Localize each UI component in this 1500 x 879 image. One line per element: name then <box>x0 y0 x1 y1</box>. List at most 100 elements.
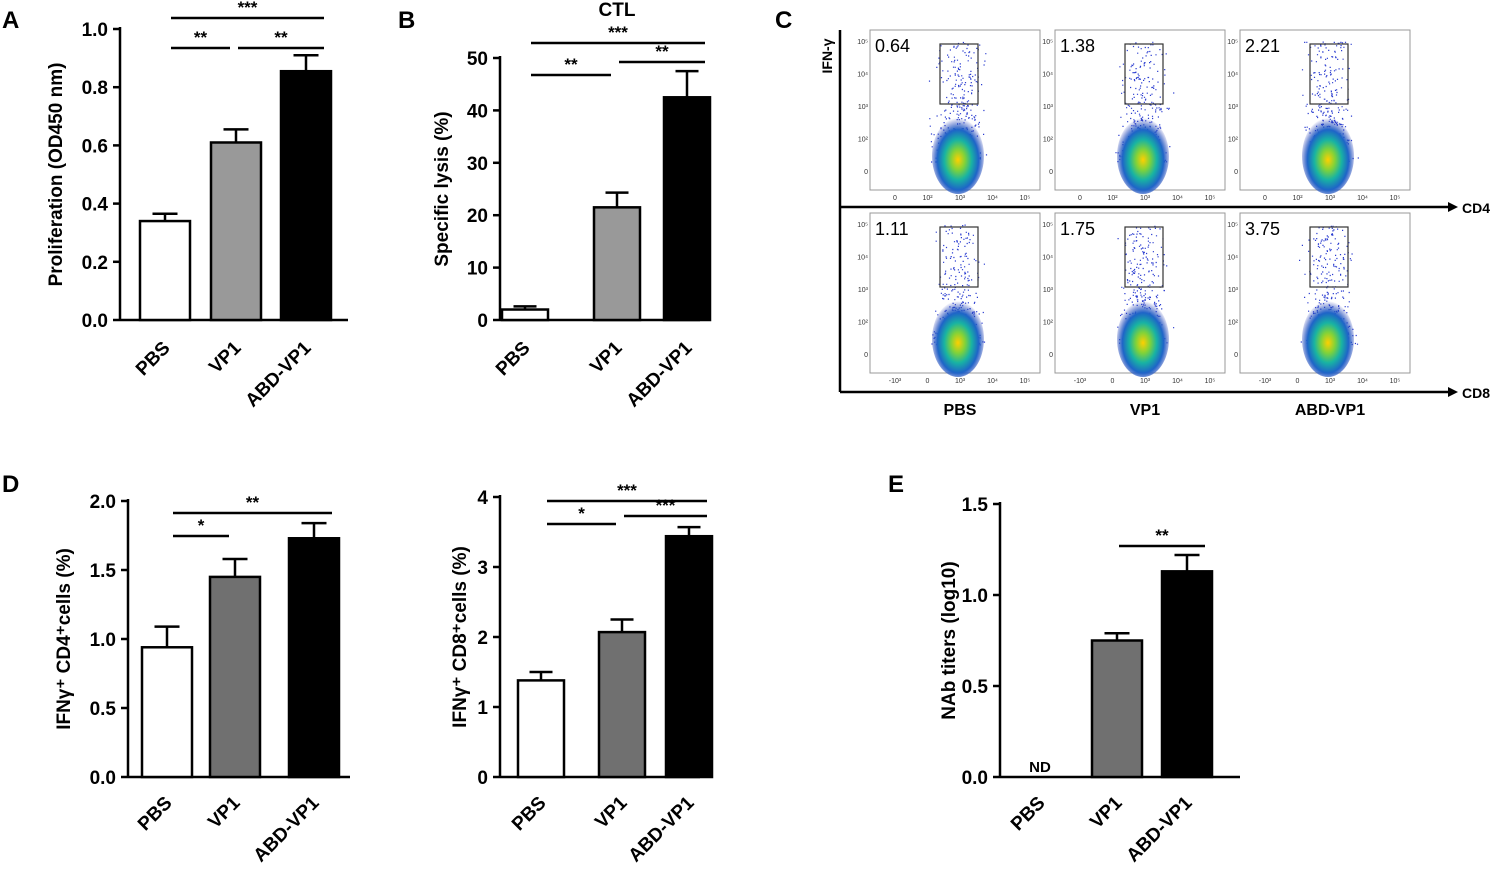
x-tick-label: ABD-VP1 <box>250 792 324 866</box>
x-tick-label: VP1 <box>204 792 245 833</box>
flow-x-tick: 10⁵ <box>1390 378 1401 385</box>
flow-x-tick: 10² <box>922 195 933 202</box>
flow-plot: 0.64 10⁵ 10⁴ 10³ 10² 0 0 10² 10³ 10⁴ 10⁵ <box>857 29 1041 202</box>
flow-x-tick: 10³ <box>955 195 966 202</box>
flow-y-tick: 10⁴ <box>857 72 868 79</box>
flow-y-tick: 10⁵ <box>1227 39 1238 46</box>
flow-x-tick: 0 <box>1078 195 1082 202</box>
flow-x-tick: 10⁴ <box>987 378 998 385</box>
x-tick-label: PBS <box>1007 793 1049 835</box>
bar <box>592 206 642 322</box>
flow-gate <box>1124 226 1164 288</box>
flow-y-tick: 10⁵ <box>1227 222 1238 229</box>
panel-label-c: C <box>775 7 792 34</box>
flow-y-tick: 10⁵ <box>1042 39 1053 46</box>
flow-x-tick: 10⁴ <box>1357 378 1368 385</box>
significance-stars: *** <box>608 23 628 42</box>
flow-y-tick: 10³ <box>1228 287 1239 294</box>
panel-label-d: D <box>2 471 19 498</box>
chart-e-nab-titers: 0.0 0.5 1.0 1.5 NAb titers (log10) ND PBS VP1AB… <box>939 495 1240 867</box>
flow-cytometry-panel: IFN-γ CD4 CD8 PBS VP1 ABD-VP1 0.64 10⁵ 10⁴… <box>819 29 1490 419</box>
y-tick-label: 1.5 <box>962 495 989 516</box>
y-tick-label: 0.5 <box>962 677 989 698</box>
y-tick-label: 0.4 <box>82 195 109 216</box>
flow-y-tick: 0 <box>1234 352 1238 359</box>
flow-x-tick: 10⁵ <box>1020 195 1031 202</box>
x-tick-label: PBS <box>508 793 550 835</box>
panel-label-e: E <box>888 471 904 498</box>
flow-y-tick: 10³ <box>1043 287 1054 294</box>
y-tick-label: 30 <box>467 154 488 175</box>
flow-condition-pbs: PBS <box>944 402 977 419</box>
panel-label-b: B <box>398 7 415 34</box>
y-axis-label: IFNγ⁺ CD8⁺cells (%) <box>450 546 471 728</box>
y-axis-label: IFNγ⁺ CD4⁺cells (%) <box>54 548 75 730</box>
x-tick-label: ABD-VP1 <box>625 792 699 866</box>
flow-y-tick: 10² <box>1228 320 1239 327</box>
flow-x-tick: 10³ <box>955 378 966 385</box>
bar <box>516 679 566 779</box>
flow-density <box>932 118 984 194</box>
flow-y-tick: 0 <box>864 169 868 176</box>
flow-gate <box>1124 43 1164 105</box>
flow-x-tick: 10⁴ <box>1172 195 1183 202</box>
flow-plot: 2.21 10⁵ 10⁴ 10³ 10² 0 0 10² 10³ 10⁴ 10⁵ <box>1227 29 1411 202</box>
y-axis-label: Proliferation (OD450 nm) <box>46 63 67 287</box>
y-tick-label: 0.0 <box>962 768 988 789</box>
chart-title: CTL <box>599 0 636 21</box>
flow-y-tick: 10² <box>1043 320 1054 327</box>
flow-x-tick: 0 <box>926 378 930 385</box>
flow-gate <box>939 226 979 288</box>
y-tick-label: 20 <box>467 206 488 227</box>
y-tick-label: 4 <box>477 488 488 509</box>
x-tick-label: VP1 <box>1086 792 1127 833</box>
flow-x-tick: 0 <box>893 195 897 202</box>
bar <box>597 630 647 779</box>
flow-y-tick: 10³ <box>858 104 869 111</box>
bar <box>662 96 712 322</box>
flow-y-tick: 10⁵ <box>1042 222 1053 229</box>
y-tick-label: 0 <box>477 311 488 332</box>
flow-condition-vp1: VP1 <box>1130 402 1160 419</box>
flow-y-tick: 0 <box>1049 169 1053 176</box>
flow-gate-percent: 1.75 <box>1060 219 1095 239</box>
y-tick-label: 1 <box>477 698 488 719</box>
flow-x-tick: 10⁴ <box>987 195 998 202</box>
flow-density <box>1117 118 1169 194</box>
y-tick-label: 1.5 <box>90 561 117 582</box>
flow-density <box>932 301 984 377</box>
flow-x-tick: 10⁵ <box>1205 378 1216 385</box>
x-tick-label: VP1 <box>586 337 627 378</box>
flow-y-tick: 10³ <box>858 287 869 294</box>
flow-x-tick: 10⁵ <box>1205 195 1216 202</box>
significance-stars: ** <box>194 28 208 47</box>
flow-y-tick: 0 <box>1049 352 1053 359</box>
bar <box>138 219 192 322</box>
x-tick-label: PBS <box>134 793 176 835</box>
y-tick-label: 1.0 <box>962 586 988 607</box>
flow-x-tick: -10³ <box>889 378 902 385</box>
flow-x-tick: 0 <box>1263 195 1267 202</box>
bar <box>208 575 262 779</box>
significance-stars: * <box>578 504 585 523</box>
y-axis-label: Specific lysis (%) <box>432 111 453 266</box>
significance-stars: *** <box>238 0 258 17</box>
chart-b-ctl: 0 10 20 30 40 50 Specific lysis (%) CTL PBS VP1AB… <box>432 0 712 412</box>
flow-gate <box>939 43 979 105</box>
bar <box>664 534 714 779</box>
flow-y-tick: 10² <box>858 137 869 144</box>
flow-y-tick: 0 <box>1234 169 1238 176</box>
significance-stars: *** <box>617 481 637 500</box>
flow-cd4-arrow <box>1448 202 1458 212</box>
x-tick-label: PBS <box>132 338 174 380</box>
flow-plot: 3.75 10⁵ 10⁴ 10³ 10² 0 -10³ 0 10³ 10⁴ 10⁵ <box>1227 212 1411 385</box>
flow-cd8-label: CD8 <box>1462 385 1490 401</box>
significance-stars: ** <box>246 493 260 512</box>
x-tick-label: VP1 <box>591 792 632 833</box>
flow-x-tick: 10³ <box>1325 378 1336 385</box>
flow-cd8-arrow <box>1448 387 1458 397</box>
bar-annotation: ND <box>1029 759 1051 776</box>
y-tick-label: 2.0 <box>90 492 116 513</box>
bar <box>279 69 333 322</box>
